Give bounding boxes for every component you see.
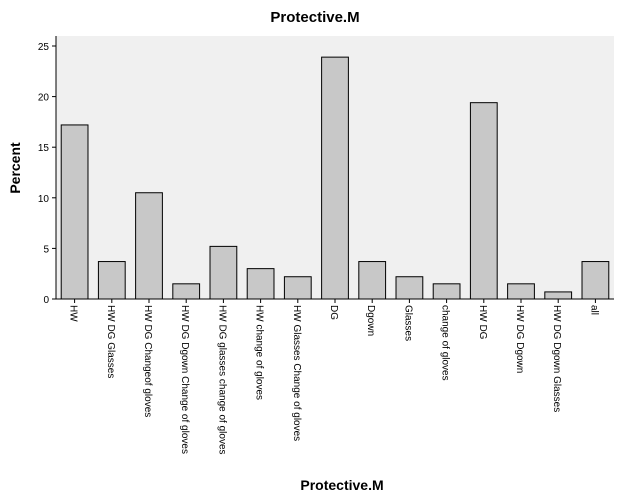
x-tick-label: HW DG glasses change of gloves (216, 305, 227, 455)
bar (469, 102, 498, 300)
y-tick-label: 20 (38, 93, 50, 104)
bar (321, 56, 349, 300)
bar (209, 245, 238, 300)
x-tick-label: Glasses (402, 305, 413, 341)
bar (135, 192, 163, 300)
y-tick-label: 25 (38, 42, 50, 53)
x-axis: HW HW DG Glasses HW DG Changeof gloves HW D… (56, 298, 614, 455)
x-tick-label: Dgown (365, 305, 376, 336)
y-axis-title: Percent (7, 142, 23, 194)
bar (432, 283, 461, 300)
x-tick-label: HW (68, 305, 79, 322)
y-tick-label: 0 (43, 295, 49, 306)
x-tick-label: DG (328, 305, 339, 320)
y-tick-label: 5 (43, 244, 49, 255)
x-tick-label: HW DG Changeof gloves (142, 305, 153, 417)
x-axis-title: Protective.M (300, 477, 383, 493)
chart-title: Protective.M (270, 9, 359, 26)
bar (358, 261, 387, 300)
x-tick-label: HW Glasses Change of gloves (291, 305, 302, 441)
bar (97, 261, 126, 300)
x-tick-label: HW DG Dgown Change of gloves (179, 305, 190, 454)
y-tick-label: 15 (38, 143, 50, 154)
x-tick-label: change of gloves (440, 305, 451, 381)
bar (395, 276, 424, 300)
bar (172, 283, 201, 300)
bar (246, 268, 275, 300)
bar (544, 291, 573, 300)
y-tick-label: 10 (38, 194, 50, 205)
x-tick-label: HW DG Glasses (105, 305, 116, 378)
x-tick-label: HW DG Dgown Glasses (551, 305, 562, 412)
bar (60, 124, 89, 300)
x-tick-label: HW DG Dgown (514, 305, 525, 373)
x-tick-label: all (588, 305, 599, 315)
x-tick-label: HW DG (477, 305, 488, 340)
bar (283, 276, 312, 300)
x-tick-label: HW change of gloves (254, 305, 265, 400)
y-axis: 0 5 10 15 20 25 (38, 36, 57, 306)
bar (581, 261, 610, 300)
bar (507, 283, 535, 300)
